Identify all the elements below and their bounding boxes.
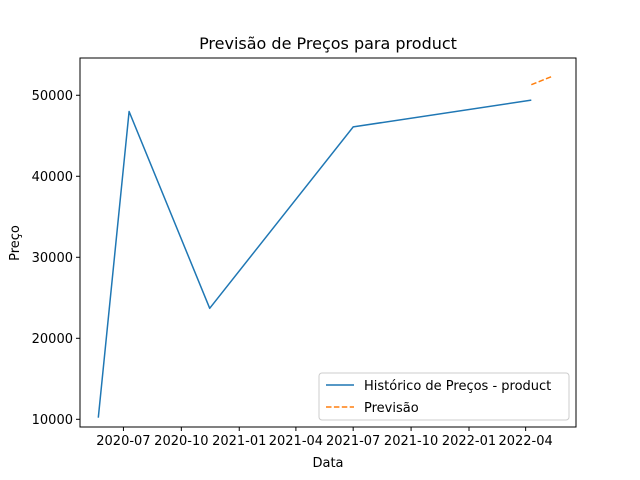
- x-tick-label: 2021-01: [212, 434, 266, 449]
- legend-label-previsao: Previsão: [364, 401, 419, 416]
- series-line-1: [531, 75, 552, 86]
- x-tick-label: 2021-04: [269, 434, 323, 449]
- x-tick-label: 2022-01: [442, 434, 496, 449]
- x-axis: 2020-07 2020-10 2021-01 2021-04 2021-07 2021-…: [96, 427, 553, 449]
- axes-frame: [79, 57, 577, 428]
- x-tick-label: 2022-04: [498, 434, 552, 449]
- x-axis-label: Data: [312, 456, 343, 471]
- legend-label-historico: Histórico de Preços - product: [364, 379, 551, 394]
- x-tick-label: 2021-10: [384, 434, 438, 449]
- plot-area: [97, 75, 552, 418]
- chart-title: Previsão de Preços para product: [199, 34, 457, 53]
- y-tick-label: 50000: [32, 89, 73, 104]
- legend: Histórico de Preços - product Previsão: [318, 372, 570, 421]
- y-axis-label: Preço: [8, 225, 23, 261]
- x-tick-label: 2021-07: [326, 434, 380, 449]
- series-line-0: [97, 99, 532, 418]
- y-tick-label: 20000: [32, 332, 73, 347]
- x-tick-label: 2020-10: [154, 434, 208, 449]
- y-tick-label: 30000: [32, 251, 73, 266]
- x-tick-label: 2020-07: [96, 434, 150, 449]
- y-tick-label: 40000: [32, 170, 73, 185]
- y-axis: 10000 20000 30000 40000 50000: [32, 89, 80, 428]
- legend-frame: [318, 372, 570, 421]
- y-tick-label: 10000: [32, 413, 73, 428]
